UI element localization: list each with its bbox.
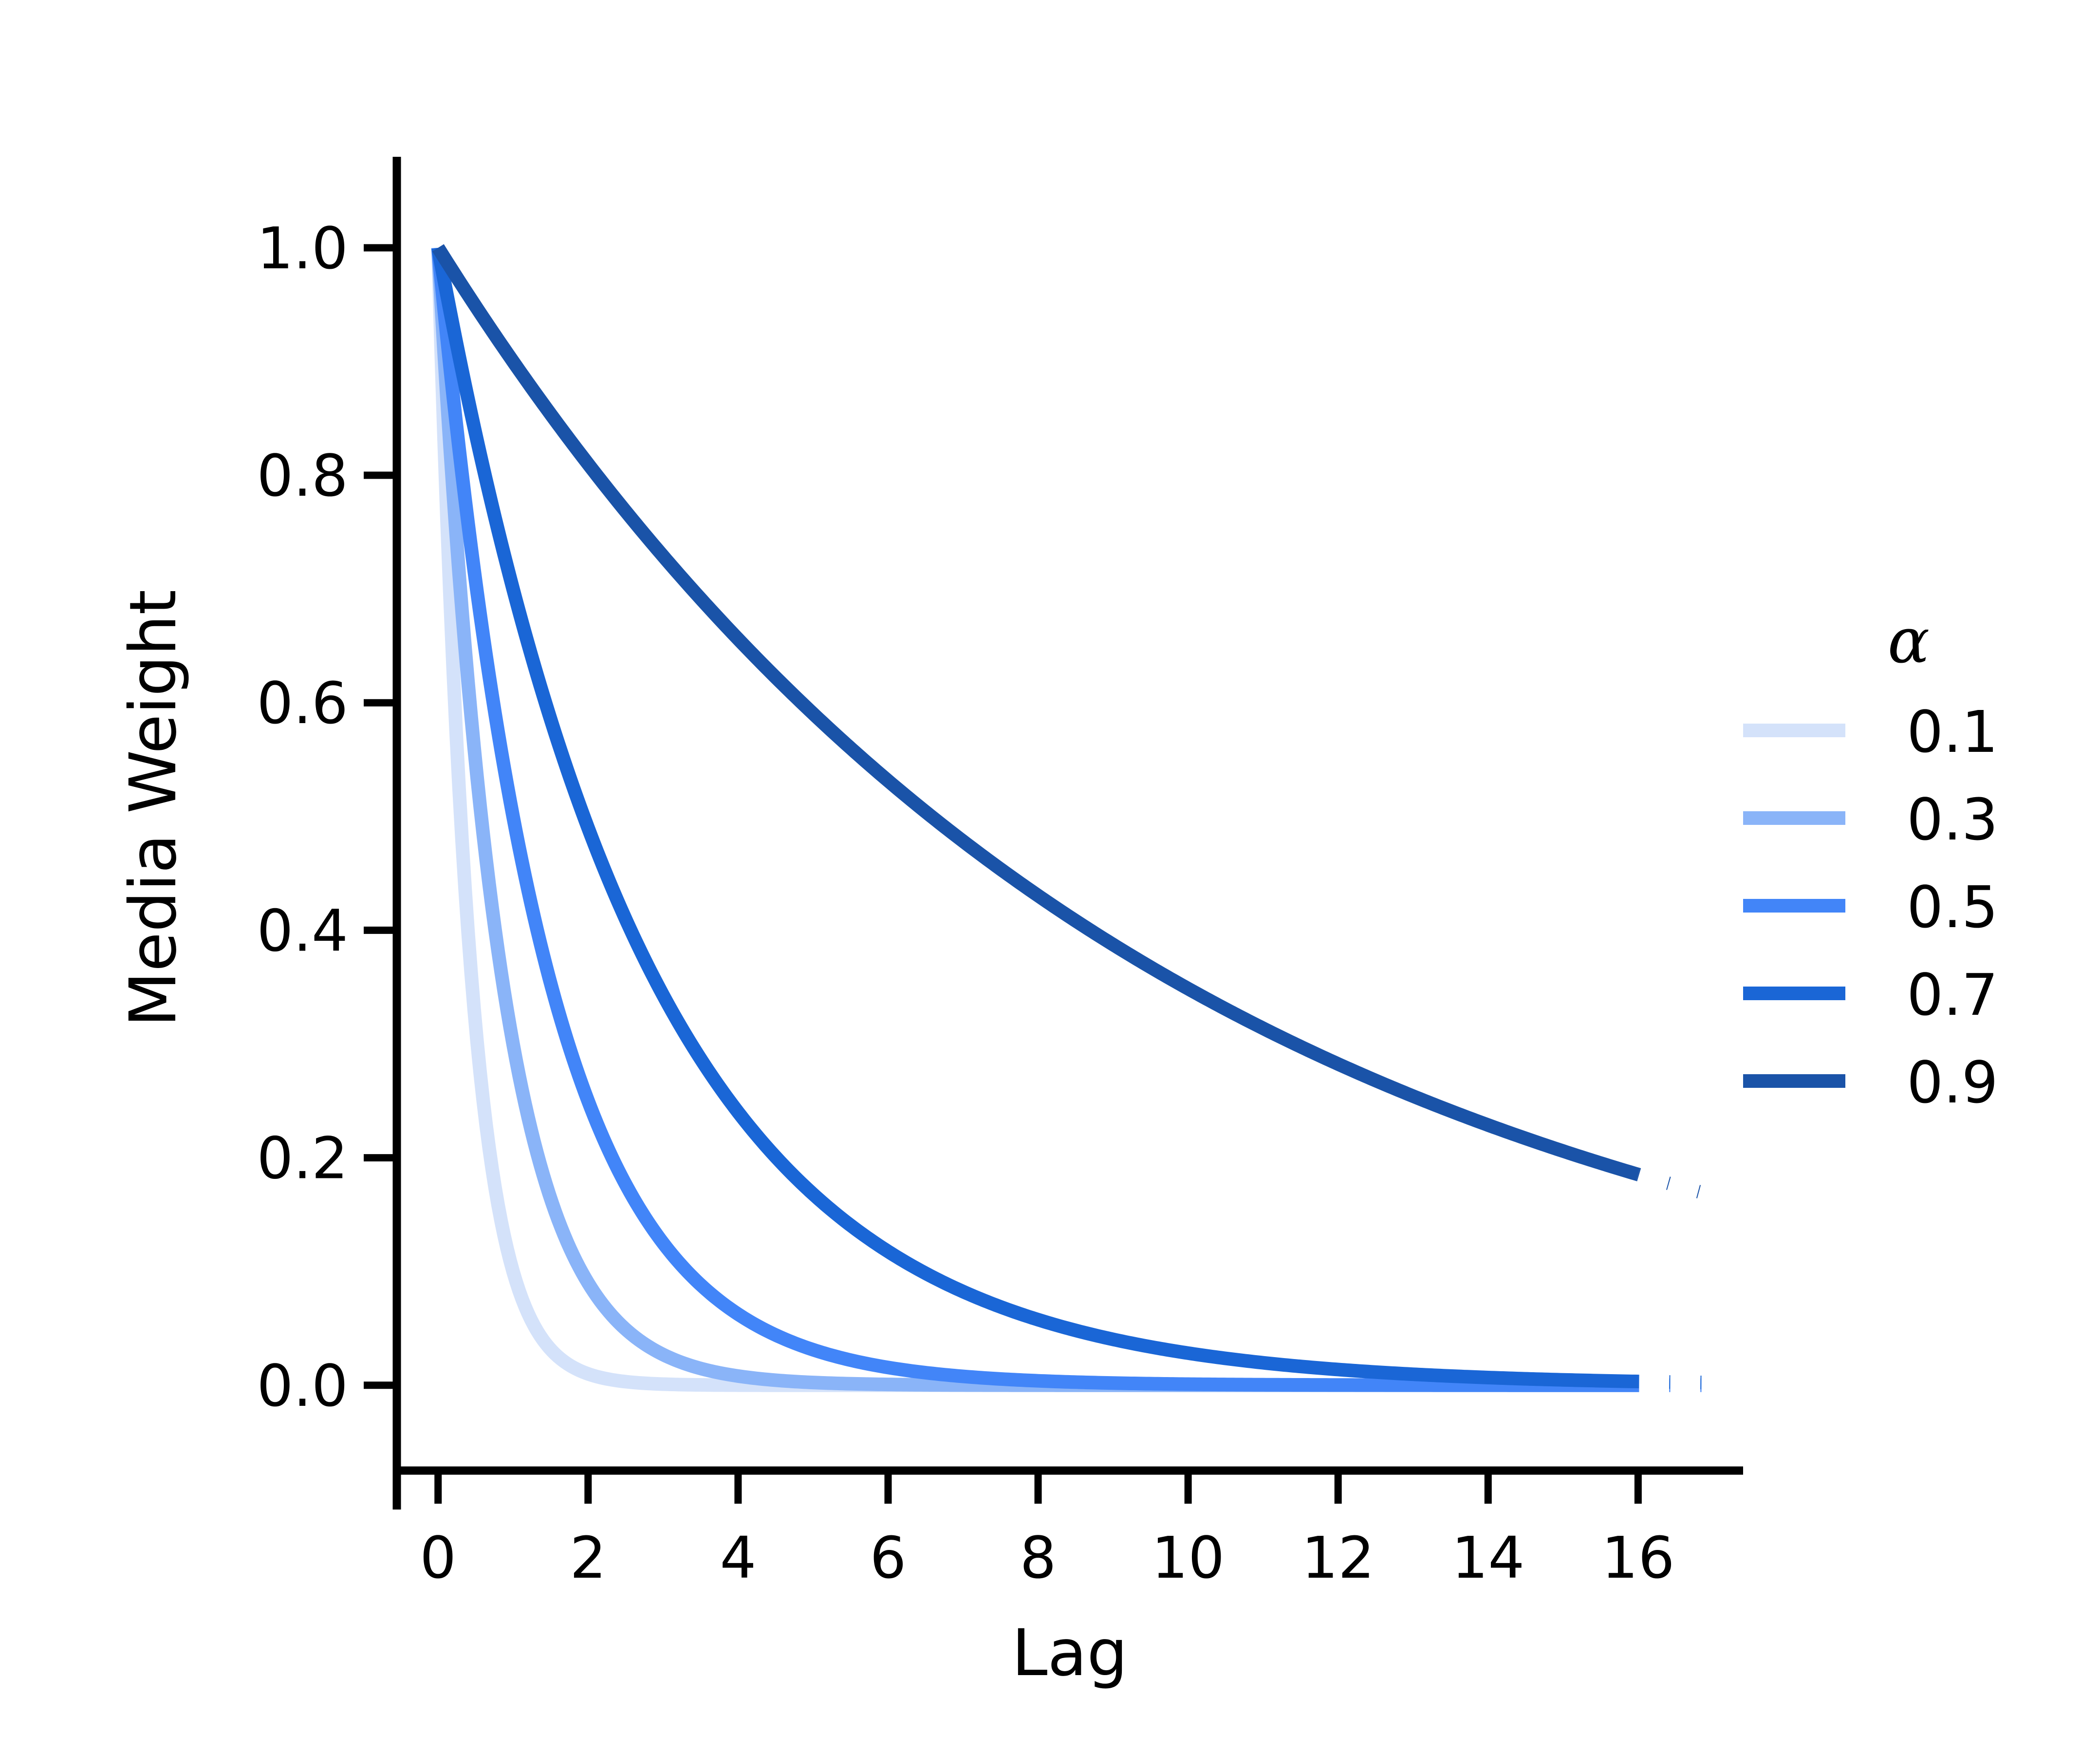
y-tick-label: 0.8 bbox=[257, 442, 348, 509]
y-tick-label: 0.2 bbox=[257, 1125, 348, 1192]
y-axis-ticks-group: 0.0 0.2 0.4 0.6 0.8 1.0 bbox=[257, 215, 397, 1419]
series-line-0-9 bbox=[432, 244, 1642, 1181]
legend-items-group: 0.1 0.3 0.5 0.7 0.9 bbox=[1743, 698, 1998, 1116]
x-tick-label: 4 bbox=[720, 1524, 756, 1591]
y-tick-label: 0.6 bbox=[257, 670, 348, 737]
y-axis-title: Media Weight bbox=[116, 590, 191, 1027]
series-lines-group bbox=[431, 244, 1719, 1392]
x-tick-label: 0 bbox=[420, 1524, 456, 1591]
x-tick-label: 2 bbox=[570, 1524, 606, 1591]
y-tick-label: 0.0 bbox=[257, 1352, 348, 1419]
legend: α 0.1 0.3 0.5 0.7 0.9 bbox=[1743, 605, 1998, 1116]
series-line-0-3 bbox=[431, 247, 1642, 1392]
x-tick-label: 12 bbox=[1301, 1524, 1375, 1591]
x-tick-label: 16 bbox=[1601, 1524, 1674, 1591]
x-tick-label: 14 bbox=[1451, 1524, 1524, 1591]
x-axis-ticks-group: 0 2 4 6 8 10 12 14 16 bbox=[420, 1471, 1674, 1591]
legend-label-0-7[interactable]: 0.7 bbox=[1907, 961, 1998, 1028]
x-tick-label: 10 bbox=[1152, 1524, 1225, 1591]
legend-title: α bbox=[1888, 605, 1930, 677]
legend-label-0-3[interactable]: 0.3 bbox=[1907, 786, 1998, 853]
legend-label-0-1[interactable]: 0.1 bbox=[1907, 698, 1998, 765]
y-tick-label: 1.0 bbox=[257, 215, 348, 282]
y-tick-label: 0.4 bbox=[257, 897, 348, 964]
series-line-0-7 bbox=[431, 246, 1642, 1389]
series-dotted-0-9 bbox=[1636, 1168, 1719, 1203]
x-axis-title: Lag bbox=[1012, 1616, 1128, 1691]
series-dotted-0-7 bbox=[1638, 1375, 1717, 1390]
legend-label-0-5[interactable]: 0.5 bbox=[1907, 874, 1998, 941]
x-tick-label: 6 bbox=[870, 1524, 906, 1591]
series-line-0-5 bbox=[431, 247, 1642, 1392]
x-tick-label: 8 bbox=[1020, 1524, 1056, 1591]
series-line-0-1 bbox=[431, 247, 1642, 1392]
legend-label-0-9[interactable]: 0.9 bbox=[1907, 1049, 1998, 1116]
